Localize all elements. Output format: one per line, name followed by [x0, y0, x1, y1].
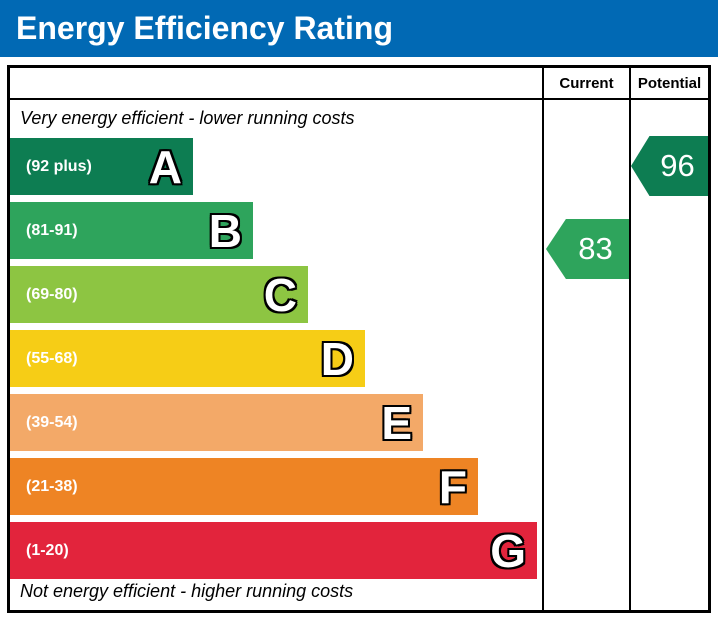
- rating-bands: (92 plus) A (81-91) B (69-80) C (55-68) D (39-54…: [10, 138, 537, 586]
- table-body: Very energy efficient - lower running co…: [10, 100, 708, 610]
- band-g: (1-20) G: [10, 522, 537, 579]
- band-letter: C: [263, 268, 297, 321]
- band-letter: G: [490, 524, 526, 577]
- band-range-label: (21-38): [26, 477, 78, 495]
- band-range-label: (81-91): [26, 221, 78, 239]
- band-range-label: (92 plus): [26, 157, 92, 175]
- potential-column-cell: 96: [629, 100, 708, 610]
- band-b: (81-91) B: [10, 202, 253, 259]
- title-bar: Energy Efficiency Rating: [0, 0, 718, 57]
- rating-table: Current Potential Very energy efficient …: [7, 65, 711, 613]
- band-letter: D: [320, 332, 354, 385]
- band-d: (55-68) D: [10, 330, 365, 387]
- potential-rating-arrow: 96: [631, 136, 708, 196]
- band-a: (92 plus) A: [10, 138, 193, 195]
- band-letter: B: [208, 204, 242, 257]
- band-e: (39-54) E: [10, 394, 423, 451]
- header-spacer-cell: [10, 68, 542, 98]
- top-note: Very energy efficient - lower running co…: [20, 108, 355, 128]
- band-c: (69-80) C: [10, 266, 308, 323]
- band-letter: E: [381, 396, 412, 449]
- band-letter: F: [438, 460, 467, 513]
- current-column-cell: 83: [542, 100, 629, 610]
- band-range-label: (39-54): [26, 413, 78, 431]
- column-header-current: Current: [542, 68, 629, 98]
- band-range-label: (55-68): [26, 349, 78, 367]
- bottom-note: Not energy efficient - higher running co…: [20, 581, 354, 601]
- table-header-row: Current Potential: [10, 68, 708, 100]
- band-range-label: (69-80): [26, 285, 78, 303]
- page-title: Energy Efficiency Rating: [16, 10, 393, 46]
- column-header-potential: Potential: [629, 68, 708, 98]
- band-letter: A: [148, 140, 182, 193]
- band-range-label: (1-20): [26, 541, 69, 559]
- band-f: (21-38) F: [10, 458, 478, 515]
- current-rating-arrow: 83: [546, 219, 629, 279]
